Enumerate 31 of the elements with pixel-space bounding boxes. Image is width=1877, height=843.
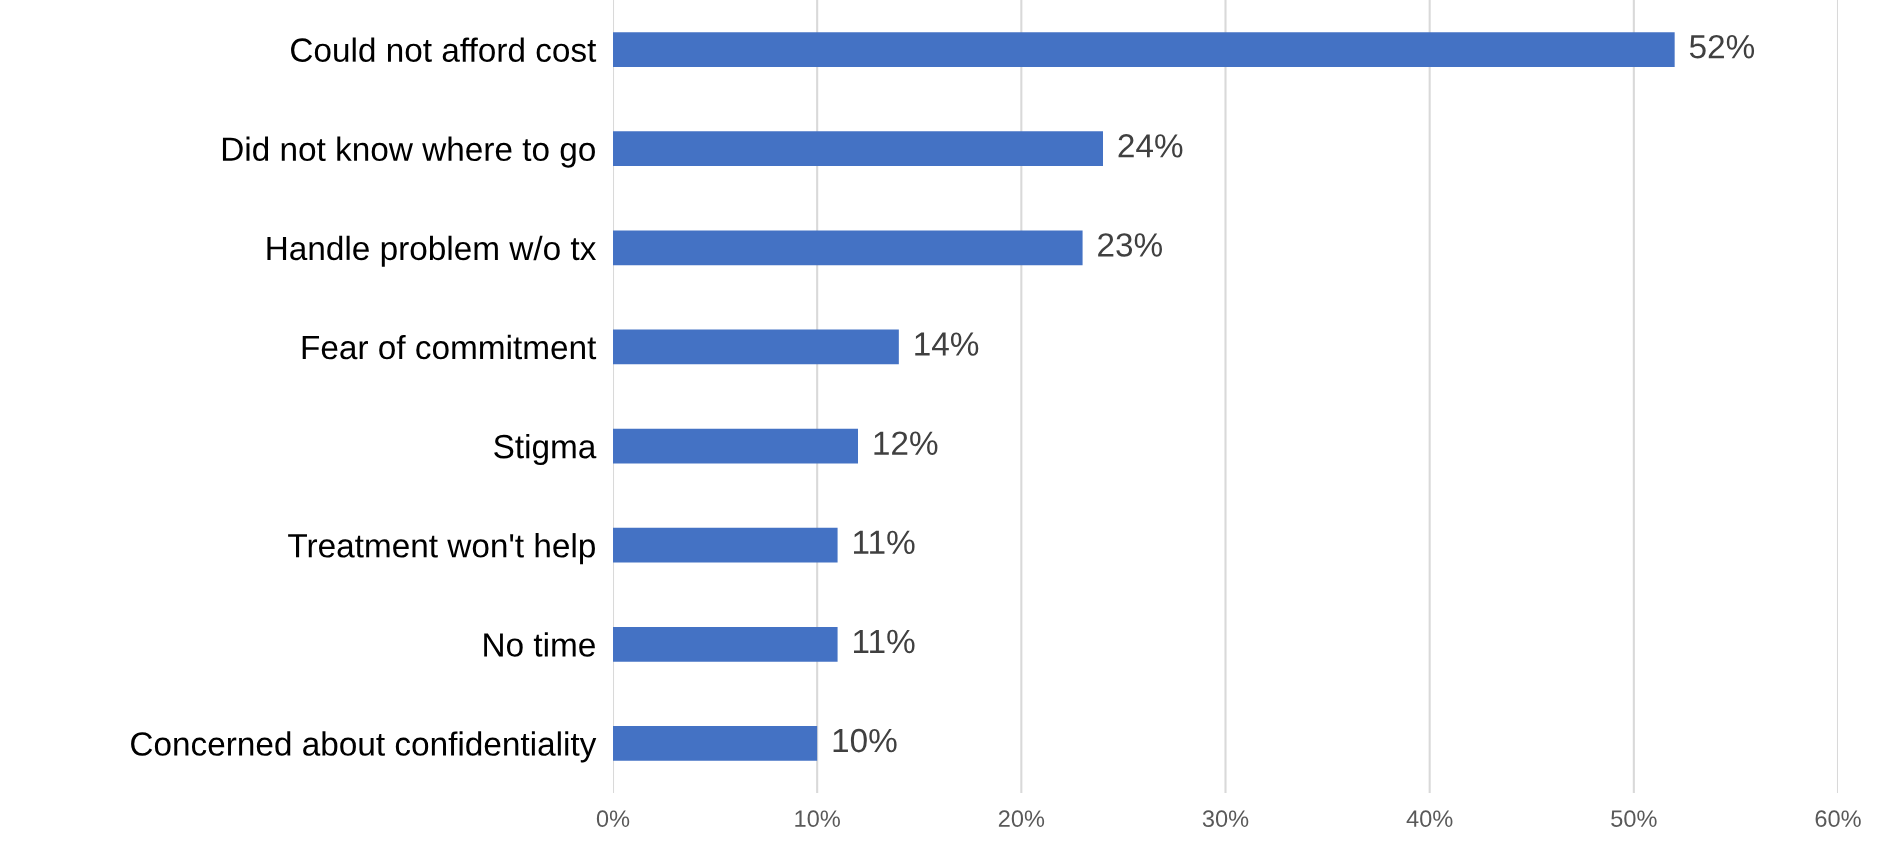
bar (613, 230, 1083, 266)
bar (613, 32, 1675, 67)
x-tick-label: 20% (998, 810, 1045, 828)
y-tick-label: Fear of commitment (302, 334, 597, 360)
bar (613, 428, 858, 464)
data-label: 23% (1098, 233, 1162, 257)
bar (613, 527, 838, 563)
x-tick-label: 10% (795, 810, 840, 828)
data-label: 11% (854, 530, 915, 555)
bar (613, 626, 838, 662)
y-tick-label: Could not afford cost (291, 37, 597, 62)
y-tick-label: Concerned about confidentiality (131, 731, 597, 763)
y-tick-label: Stigma (494, 433, 597, 466)
x-tick-label: 50% (1611, 810, 1657, 828)
bar (613, 329, 899, 365)
y-tick-label: No time (484, 632, 595, 657)
x-tick-label: 30% (1202, 810, 1249, 828)
data-label: 14% (915, 332, 979, 356)
y-tick-label: Did not know where to go (222, 136, 595, 168)
data-label: 10% (833, 728, 897, 753)
bar (613, 131, 1103, 167)
x-tick-label: 60% (1815, 810, 1861, 828)
x-tick-label: 0% (596, 810, 630, 828)
data-label: 11% (854, 629, 915, 654)
y-tick-label: Treatment won't help (288, 533, 595, 565)
data-label: 24% (1118, 134, 1183, 158)
bar (613, 726, 818, 761)
y-tick-label: Handle problem w/o tx (267, 235, 596, 267)
x-tick-label: 40% (1406, 810, 1453, 828)
data-label: 52% (1689, 34, 1755, 59)
data-label: 12% (874, 431, 938, 455)
